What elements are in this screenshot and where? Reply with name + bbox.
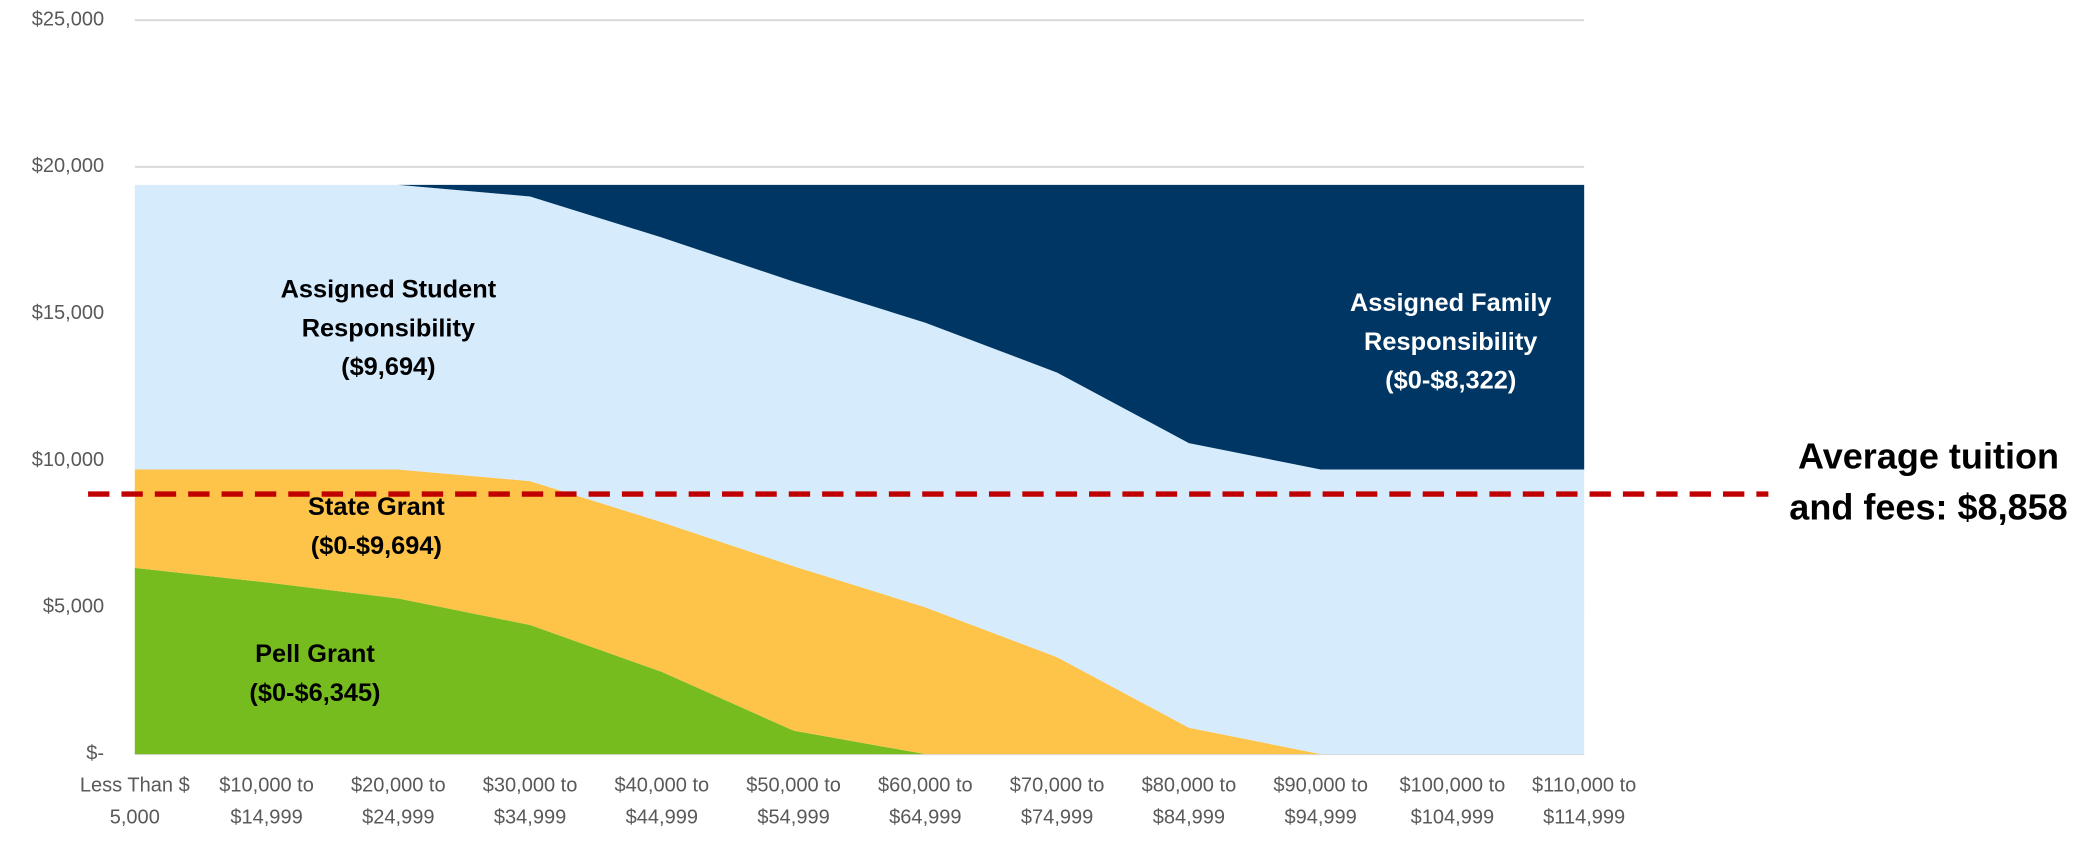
y-tick-label: $15,000 [32,302,104,324]
x-tick-label: $20,000 to $24,999 [351,774,446,829]
x-tick-label-box: $30,000 to $34,999 [482,774,578,829]
x-tick-label: $110,000 to $114,999 [1532,774,1637,829]
series-label: Assigned Family Responsibility [1349,289,1552,357]
x-tick-label-box: $20,000 to $24,999 [351,774,446,829]
x-tick-label-box: $80,000 to $84,999 [1141,774,1237,829]
series-range-label: ($0-$8,322) [1385,367,1517,396]
x-tick-label: $60,000 to $64,999 [878,774,973,829]
x-tick-label-box: $110,000 to $114,999 [1532,774,1637,829]
series-range-label-box: ($0-$9,694) [310,532,442,561]
area [134,567,1585,755]
reference-label: Average tuition and fees: $8,858 [1789,436,2068,528]
series-range-label: ($0-$6,345) [249,679,381,708]
x-tick-label-box: Less Than $ 5,000 [79,774,190,829]
series-range-label-box: ($0-$8,322) [1385,367,1517,396]
series-label-box: Assigned Family Responsibility [1349,289,1552,357]
series-range-label-box: ($0-$6,345) [249,679,381,708]
reference-label-box: Average tuition and fees: $8,858 [1789,436,2068,528]
x-tick-label-box: $50,000 to $54,999 [746,774,841,829]
x-tick-label: $10,000 to $14,999 [219,774,314,829]
x-tick-label: $50,000 to $54,999 [746,774,841,829]
series-label: Pell Grant [255,640,375,669]
series-range-label: ($9,694) [341,353,436,382]
x-tick-label-box: $100,000 to $104,999 [1399,774,1506,829]
series-label-box: Pell Grant [255,640,375,669]
x-tick-label: $70,000 to $74,999 [1009,774,1105,829]
y-tick-label: $10,000 [32,449,104,471]
area [134,184,1585,755]
y-tick-label: $- [86,742,104,764]
x-tick-label: $30,000 to $34,999 [482,774,578,829]
x-tick-label: $100,000 to $104,999 [1399,774,1506,829]
y-tick-label: $5,000 [43,596,104,618]
area [134,184,1585,470]
x-tick-label: $90,000 to $94,999 [1273,774,1368,829]
x-tick-label: $40,000 to $44,999 [614,774,710,829]
x-tick-label: $80,000 to $84,999 [1141,774,1237,829]
x-tick-label: Less Than $ 5,000 [79,774,190,829]
series-label: Assigned Student Responsibility [280,276,497,344]
x-tick-label-box: $70,000 to $74,999 [1009,774,1105,829]
x-tick-label-box: $40,000 to $44,999 [614,774,710,829]
series-label-box: State Grant [308,493,445,522]
series-range-label-box: ($9,694) [341,353,436,382]
y-tick-label: $20,000 [32,155,104,177]
series-label: State Grant [308,493,445,522]
area [134,469,1585,755]
series-range-label: ($0-$9,694) [310,532,442,561]
x-tick-label-box: $90,000 to $94,999 [1273,774,1368,829]
x-tick-label-box: $60,000 to $64,999 [878,774,973,829]
series-label-box: Assigned Student Responsibility [280,276,497,344]
x-tick-label-box: $10,000 to $14,999 [219,774,314,829]
y-tick-label: $25,000 [32,8,104,30]
